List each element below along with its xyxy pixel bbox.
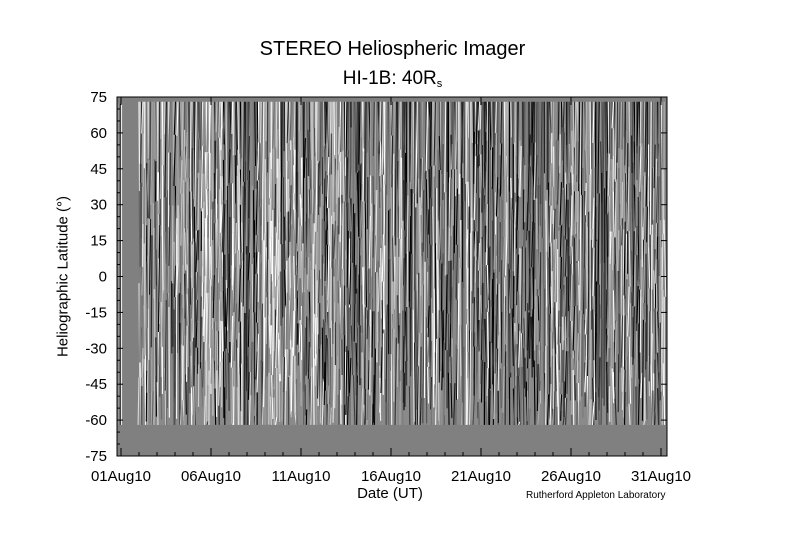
y-tick-label: -75 [85, 448, 107, 465]
chart-subtitle: HI-1B: 40Rs [0, 68, 785, 90]
y-tick-label: -30 [85, 340, 107, 357]
subtitle-subscript: s [436, 78, 443, 90]
x-tick-label: 06Aug10 [181, 468, 241, 485]
x-tick-label: 21Aug10 [451, 468, 511, 485]
x-axis-label: Date (UT) [357, 485, 423, 502]
y-tick-label: 15 [90, 233, 107, 250]
y-tick-label: 75 [90, 89, 107, 106]
x-tick-label: 11Aug10 [272, 468, 331, 485]
x-tick-label: 26Aug10 [541, 468, 601, 485]
y-tick-label: 30 [90, 197, 107, 214]
credit-text: Rutherford Appleton Laboratory [526, 490, 666, 501]
y-tick-label: -45 [85, 376, 107, 393]
x-tick-label: 01Aug10 [91, 468, 151, 485]
chart-title: STEREO Heliospheric Imager [259, 38, 526, 60]
x-tick-label: 31Aug10 [631, 468, 691, 485]
y-tick-label: 45 [90, 161, 107, 178]
y-tick-label: -60 [85, 412, 107, 429]
y-tick-label: 60 [90, 125, 107, 142]
y-tick-label: 0 [99, 269, 107, 286]
subtitle-main: HI-1B: 40R [342, 68, 437, 89]
difference-streaks [137, 101, 667, 426]
y-tick-label: -15 [85, 304, 107, 321]
x-tick-label: 16Aug10 [361, 468, 421, 485]
